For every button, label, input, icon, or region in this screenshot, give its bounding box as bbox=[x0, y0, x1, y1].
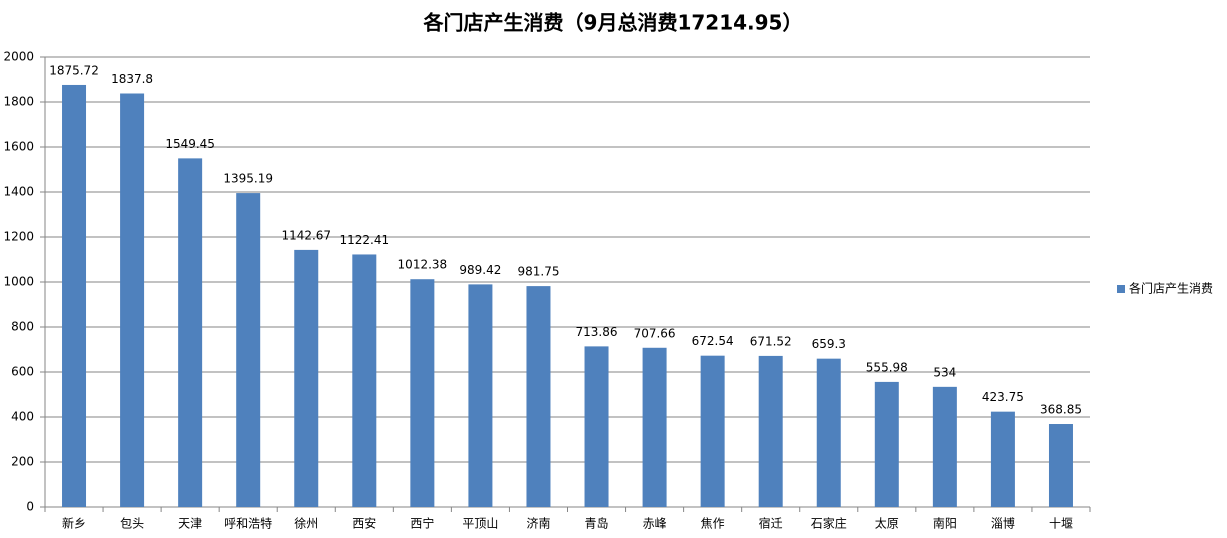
data-label: 368.85 bbox=[1040, 403, 1082, 417]
data-label: 1837.8 bbox=[111, 72, 153, 86]
y-tick-label: 2000 bbox=[3, 50, 34, 64]
data-label: 1395.19 bbox=[223, 172, 273, 186]
x-tick-label: 焦作 bbox=[701, 517, 725, 531]
data-label: 989.42 bbox=[459, 263, 501, 277]
legend-swatch bbox=[1117, 285, 1125, 293]
data-label: 981.75 bbox=[517, 265, 559, 279]
x-tick-label: 南阳 bbox=[933, 516, 957, 531]
bar bbox=[816, 358, 841, 507]
data-label: 534 bbox=[933, 365, 956, 379]
bar bbox=[410, 279, 435, 507]
bar bbox=[178, 158, 203, 507]
bar bbox=[352, 254, 377, 507]
data-label: 1012.38 bbox=[398, 258, 448, 272]
data-label: 707.66 bbox=[634, 326, 676, 340]
x-tick-label: 呼和浩特 bbox=[224, 516, 272, 531]
x-tick-label: 青岛 bbox=[585, 516, 609, 531]
data-label: 1875.72 bbox=[49, 63, 99, 77]
bar bbox=[62, 84, 87, 507]
y-tick-label: 800 bbox=[11, 320, 34, 334]
y-tick-label: 1800 bbox=[3, 95, 34, 109]
y-tick-label: 1400 bbox=[3, 185, 34, 199]
y-tick-label: 1600 bbox=[3, 140, 34, 154]
x-tick-label: 淄博 bbox=[991, 516, 1015, 531]
y-tick-label: 1000 bbox=[3, 275, 34, 289]
chart-title: 各门店产生消费（9月总消费17214.95） bbox=[423, 11, 803, 35]
bar bbox=[584, 346, 609, 507]
x-tick-label: 太原 bbox=[875, 516, 899, 531]
x-tick-label: 十堰 bbox=[1049, 517, 1073, 531]
data-label: 555.98 bbox=[866, 360, 908, 374]
x-tick-label: 徐州 bbox=[294, 516, 318, 531]
y-tick-label: 600 bbox=[11, 365, 34, 379]
x-tick-label: 西宁 bbox=[410, 516, 434, 531]
data-label: 1122.41 bbox=[339, 233, 389, 247]
data-label: 713.86 bbox=[576, 325, 618, 339]
bar bbox=[120, 93, 145, 508]
y-tick-label: 200 bbox=[11, 455, 34, 469]
bar bbox=[526, 286, 551, 507]
bar bbox=[642, 347, 667, 507]
bar bbox=[236, 193, 261, 507]
bar bbox=[468, 284, 493, 507]
x-tick-label: 赤峰 bbox=[643, 517, 667, 531]
data-label: 1142.67 bbox=[281, 228, 331, 242]
data-label: 423.75 bbox=[982, 390, 1024, 404]
bar bbox=[874, 381, 899, 507]
bar bbox=[1048, 424, 1073, 507]
bar bbox=[758, 355, 783, 507]
bar bbox=[932, 386, 957, 507]
x-tick-label: 济南 bbox=[526, 516, 550, 531]
data-label: 671.52 bbox=[750, 334, 792, 348]
data-label: 1549.45 bbox=[165, 137, 215, 151]
data-label: 672.54 bbox=[692, 334, 734, 348]
x-tick-label: 天津 bbox=[178, 517, 202, 531]
y-tick-label: 1200 bbox=[3, 230, 34, 244]
bar bbox=[700, 355, 725, 507]
data-label: 659.3 bbox=[812, 337, 846, 351]
x-tick-label: 包头 bbox=[120, 517, 144, 531]
y-tick-label: 400 bbox=[11, 410, 34, 424]
x-tick-label: 西安 bbox=[352, 516, 376, 531]
y-tick-label: 0 bbox=[26, 500, 34, 514]
x-tick-label: 新乡 bbox=[62, 516, 86, 531]
x-tick-label: 石家庄 bbox=[811, 516, 847, 531]
bar bbox=[294, 249, 319, 508]
x-tick-label: 宿迁 bbox=[759, 516, 783, 531]
bar bbox=[990, 411, 1015, 507]
legend-label: 各门店产生消费 bbox=[1129, 281, 1213, 296]
x-tick-label: 平顶山 bbox=[462, 517, 498, 531]
